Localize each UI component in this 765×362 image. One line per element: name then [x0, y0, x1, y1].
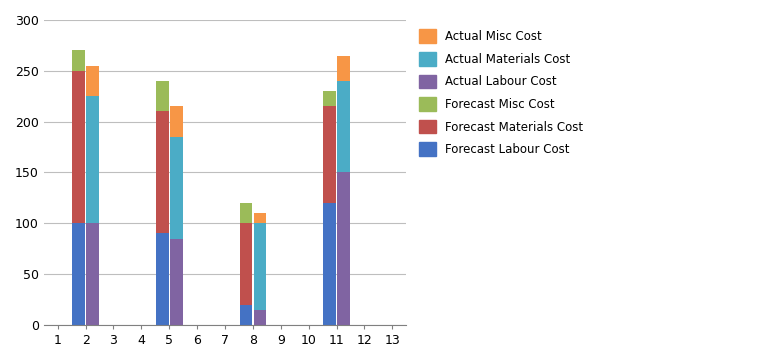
Bar	[254, 310, 266, 325]
Bar	[324, 91, 336, 106]
Bar	[86, 223, 99, 325]
Bar	[337, 56, 350, 81]
Legend: Actual Misc Cost, Actual Materials Cost, Actual Labour Cost, Forecast Misc Cost,: Actual Misc Cost, Actual Materials Cost,…	[416, 26, 587, 160]
Bar	[337, 81, 350, 172]
Bar	[73, 223, 85, 325]
Bar	[156, 111, 168, 233]
Bar	[156, 233, 168, 325]
Bar	[156, 81, 168, 111]
Bar	[170, 137, 183, 239]
Bar	[170, 239, 183, 325]
Bar	[73, 50, 85, 71]
Bar	[86, 66, 99, 96]
Bar	[239, 223, 252, 305]
Bar	[239, 305, 252, 325]
Bar	[86, 96, 99, 223]
Bar	[324, 106, 336, 203]
Bar	[170, 106, 183, 137]
Bar	[337, 172, 350, 325]
Bar	[324, 203, 336, 325]
Bar	[254, 213, 266, 223]
Bar	[239, 203, 252, 223]
Bar	[254, 223, 266, 310]
Bar	[73, 71, 85, 223]
